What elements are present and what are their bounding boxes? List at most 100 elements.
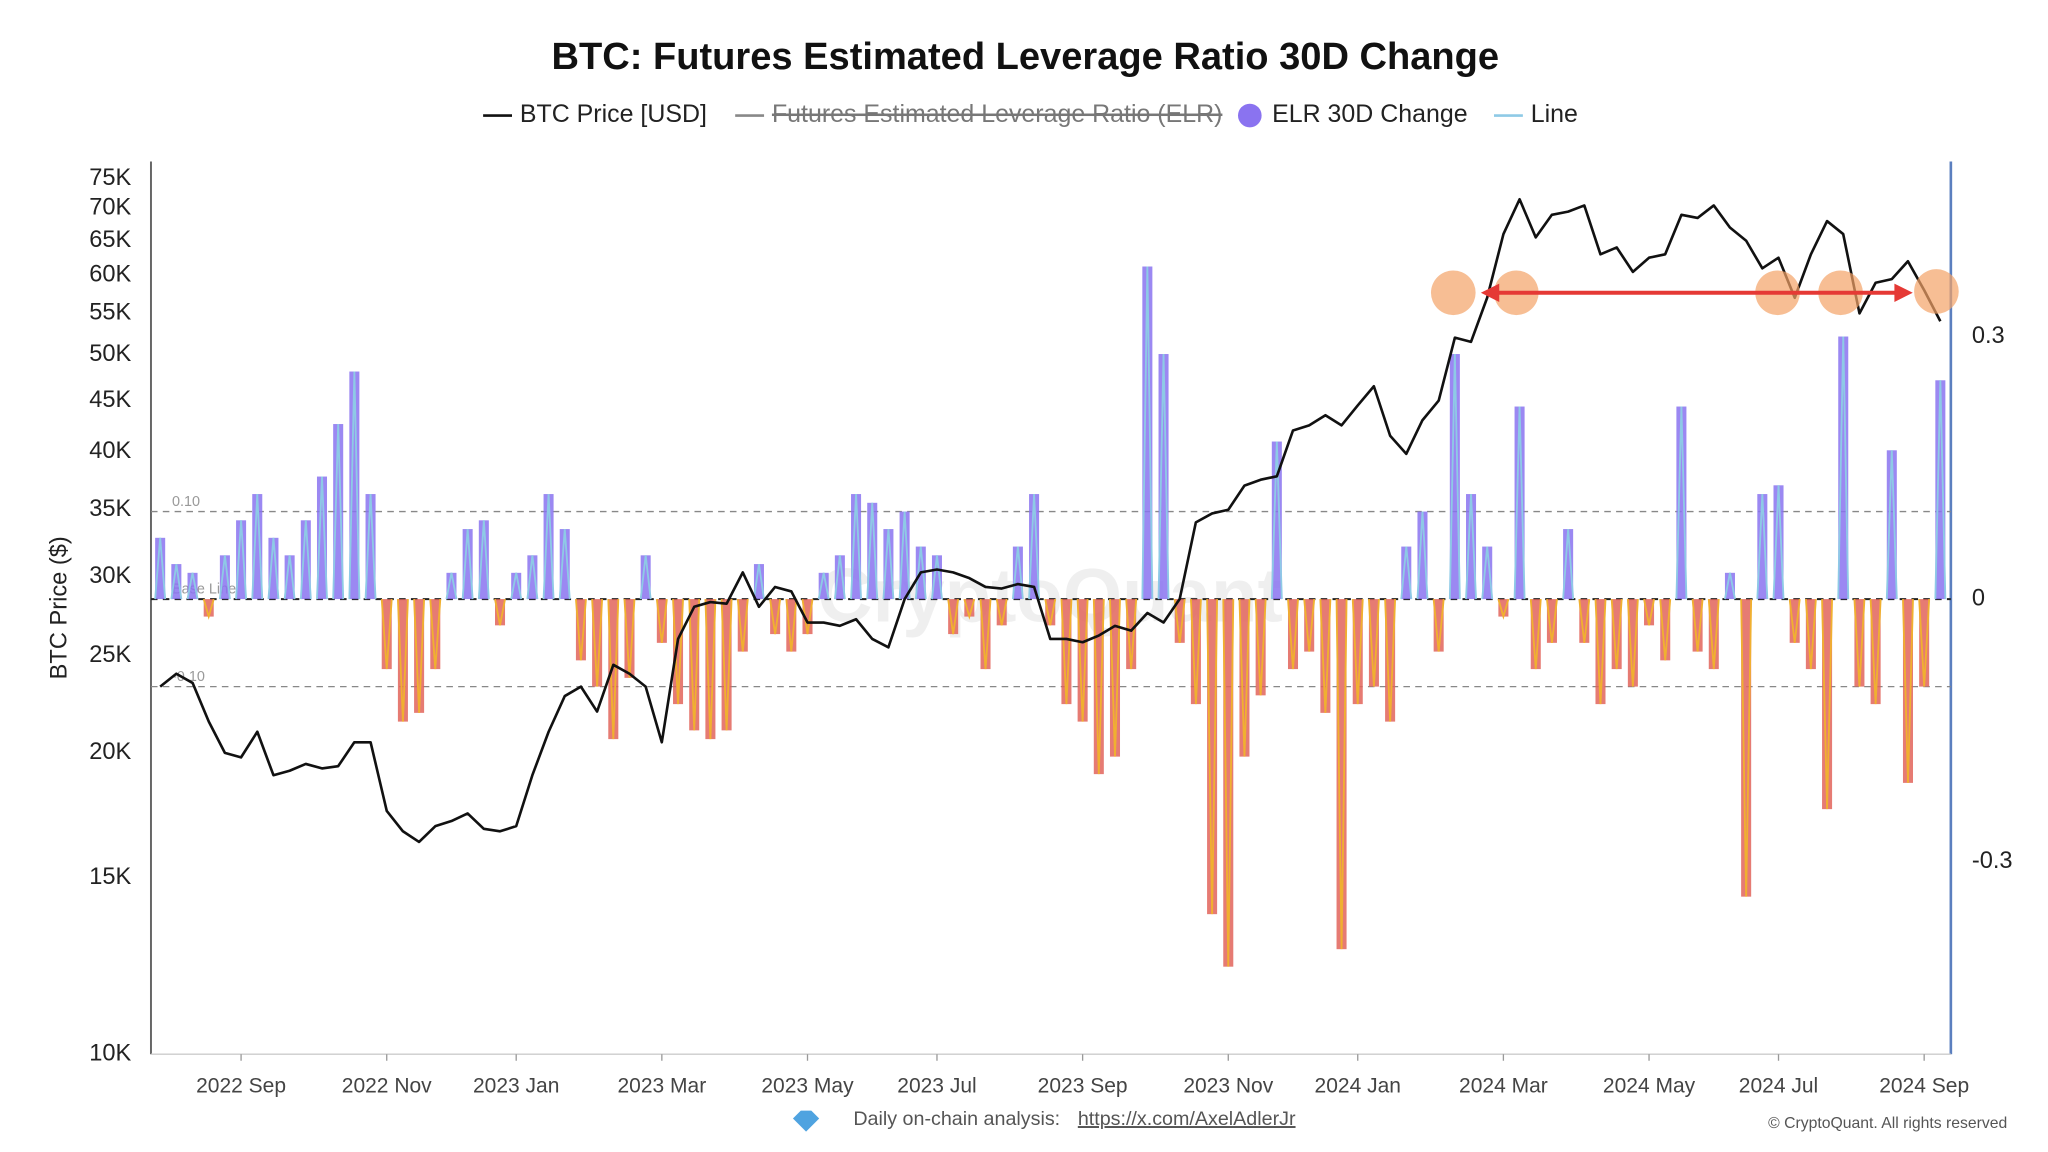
bar-outline [1157,354,1170,600]
bar-outline [1432,598,1445,652]
annotations [1430,269,1959,316]
bar [478,520,489,600]
bar [1320,599,1331,713]
legend-label[interactable]: Line [1531,100,1578,128]
bar-outline [1303,598,1316,652]
y2-tick-label: 0 [1972,585,1985,611]
bar-outline [1643,598,1655,626]
bar [1352,599,1363,705]
bar-outline [526,555,539,600]
bar-outline [1173,598,1186,643]
bar [1287,599,1299,670]
bar [818,572,829,600]
bar [931,555,942,600]
bar-outline [1206,599,1219,915]
bar-outline [1724,572,1736,600]
bar [673,599,684,705]
bar [721,599,732,731]
bar [365,494,376,600]
bar-outline [283,555,296,600]
bar [770,599,781,635]
bar-outline [1125,599,1138,670]
bar [511,572,522,600]
bar [1676,406,1687,600]
bar-outline [995,598,1008,626]
footer-text: Daily on-chain analysis: [853,1108,1060,1130]
bar [1498,599,1509,617]
bar-outline [1772,485,1785,600]
bar [1126,599,1137,670]
bar-outline [1028,494,1041,600]
bar [284,555,295,600]
bar-outline [1448,354,1461,600]
bar [527,555,538,600]
bar-outline [607,599,620,740]
bar-outline [1092,599,1105,775]
bar [1611,599,1622,670]
bar [705,599,716,740]
bar [1644,599,1655,626]
bar-outline [1869,599,1882,705]
bar [219,555,230,600]
y-tick-label: 25K [89,642,131,668]
bar-outline [348,371,361,600]
bar-outline [1837,336,1850,600]
bar-outline [364,494,377,600]
bar-outline [1529,599,1542,670]
legend-label[interactable]: ELR 30D Change [1272,100,1467,128]
bar-outline [1222,599,1235,967]
bar [349,371,360,600]
x-tick-label: 2024 May [1603,1075,1696,1098]
bar [1822,599,1833,810]
bar-outline [1319,599,1332,713]
bar-outline [1691,598,1704,652]
bar [786,599,797,652]
bar-outline [316,476,328,600]
bar-outline [445,572,458,600]
bar-outline [898,511,911,600]
bar [737,599,748,652]
bar [1239,599,1250,757]
bar-outline [1821,599,1833,810]
bar [980,599,991,670]
footer-link[interactable]: https://x.com/AxelAdlerJr [1078,1108,1296,1130]
bar [1142,266,1153,600]
bar [1045,599,1056,626]
bar-outline [914,546,927,600]
bar-outline [1044,598,1057,626]
bar [883,529,894,600]
bar [802,599,813,635]
bar [964,599,975,617]
bar-outline [833,555,846,600]
y-tick-label: 35K [89,496,131,522]
bar [559,529,570,600]
bar-outline [1756,494,1769,600]
bar-outline [510,572,523,600]
bar-outline [575,599,587,661]
bar [543,494,554,600]
bar [1482,546,1493,600]
bar [1255,599,1266,696]
bar [1077,599,1088,722]
bar [948,599,959,635]
bar [1919,599,1930,687]
bar [1336,599,1347,950]
bar-outline [736,598,749,652]
bar [1741,599,1752,897]
bar-outline [591,599,604,687]
chart-title: BTC: Futures Estimated Leverage Ratio 30… [552,36,1500,78]
bar-outline [477,520,490,600]
bar [446,572,457,600]
bar [1304,599,1315,652]
y-tick-label: 45K [89,387,131,413]
legend-label[interactable]: BTC Price [USD] [520,100,707,128]
bar-outline [299,520,312,600]
y2-tick-label: -0.3 [1972,848,2013,874]
bar-outline [1254,599,1267,696]
bar-outline [1740,599,1753,897]
bar [397,599,408,722]
legend-label[interactable]: Futures Estimated Leverage Ratio (ELR) [772,100,1222,128]
bar-outline [1287,599,1299,670]
bar [624,599,635,678]
bar-outline [494,598,506,626]
